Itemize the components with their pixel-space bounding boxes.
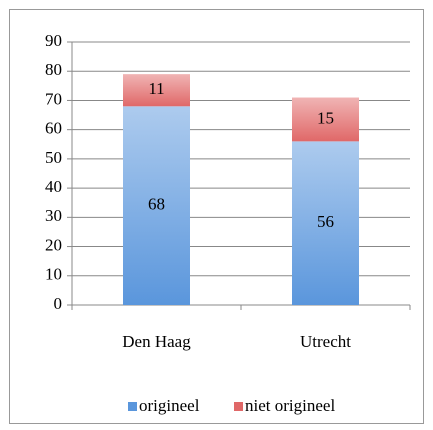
y-tick-label: 30 [45, 206, 62, 225]
data-label: 15 [317, 108, 334, 127]
legend-label: niet origineel [245, 396, 335, 415]
data-label: 11 [148, 79, 164, 98]
x-tick-label: Den Haag [122, 332, 191, 351]
y-tick-label: 10 [45, 265, 62, 284]
legend-label: origineel [139, 396, 200, 415]
data-label: 56 [317, 212, 334, 231]
data-label: 68 [148, 195, 165, 214]
legend-swatch [234, 402, 243, 411]
bar-segment [123, 106, 190, 306]
bar-segment [123, 74, 190, 107]
y-tick-label: 50 [45, 148, 62, 167]
y-tick-label: 0 [54, 294, 63, 313]
bar-segment [292, 97, 359, 142]
y-tick-label: 80 [45, 60, 62, 79]
x-tick-label: Utrecht [300, 332, 351, 351]
legend-swatch [128, 402, 137, 411]
y-tick-label: 40 [45, 177, 62, 196]
bar-segment [292, 141, 359, 305]
y-tick-label: 60 [45, 119, 62, 138]
y-tick-label: 70 [45, 89, 62, 108]
y-tick-label: 90 [45, 31, 62, 50]
y-tick-label: 20 [45, 235, 62, 254]
